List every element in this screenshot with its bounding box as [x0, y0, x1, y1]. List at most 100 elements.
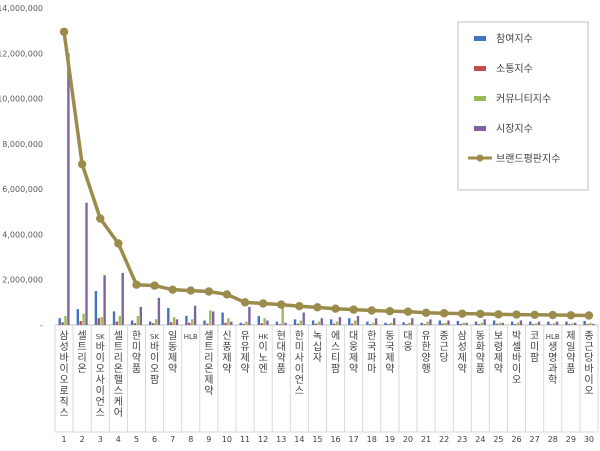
- category-label-28: HLB 생 명 과 학: [546, 333, 560, 386]
- legend-box: [457, 21, 589, 191]
- rank-label-22: 22: [439, 435, 449, 444]
- legend-swatch-3: [474, 96, 486, 101]
- rank-label-10: 10: [222, 435, 232, 444]
- rank-labels: 1 2 3 4 5 6 7 8 9 10 11 12 13 14 15 16 17 18 19 20 21 22 23 24 2…: [62, 435, 595, 444]
- bar-2-16: [332, 323, 336, 325]
- bar-3-21: [426, 321, 429, 325]
- bar-3-23: [462, 322, 465, 325]
- rank-label-13: 13: [276, 435, 286, 444]
- bar-4-26: [519, 320, 523, 325]
- bar-4-11: [248, 306, 251, 325]
- bar-2-27: [532, 324, 535, 325]
- y-tick-label: 8,000,000: [2, 140, 43, 149]
- bar-2-20: [405, 324, 408, 325]
- bar-4-27: [537, 321, 541, 325]
- bar-1-23: [456, 320, 460, 325]
- bar-4-1: [67, 53, 70, 326]
- legend-label-5: 브랜드평판지수: [496, 153, 560, 165]
- bar-3-29: [571, 323, 574, 325]
- bar-4-29: [574, 322, 577, 325]
- bar-2-12: [260, 323, 263, 325]
- rank-label-6: 6: [152, 435, 157, 444]
- line-point-30: [584, 311, 594, 320]
- y-tick-label: 12,000,000: [0, 49, 43, 58]
- category-label-3: SK 바 이 오 사 이 언 스: [96, 333, 106, 419]
- bar-1-19: [384, 322, 387, 325]
- bar-2-18: [369, 324, 372, 325]
- rank-label-17: 17: [349, 435, 359, 444]
- legend-swatch-1: [474, 36, 486, 41]
- line-point-15: [313, 303, 322, 312]
- bar-1-12: [257, 315, 260, 325]
- line-point-26: [512, 310, 521, 319]
- bar-3-4: [118, 315, 121, 325]
- rank-label-25: 25: [493, 435, 503, 444]
- line-point-3: [96, 214, 105, 223]
- bar-4-16: [338, 317, 342, 325]
- bar-3-26: [516, 322, 520, 325]
- bar-4-18: [374, 318, 378, 325]
- bar-1-15: [311, 320, 315, 325]
- bar-3-11: [245, 321, 248, 325]
- bar-2-8: [188, 322, 191, 325]
- legend-swatch-2: [474, 66, 486, 71]
- line-point-1: [59, 27, 69, 36]
- bar-2-13: [278, 324, 281, 325]
- bar-1-27: [529, 321, 532, 325]
- rank-label-16: 16: [330, 435, 340, 444]
- rank-label-2: 2: [80, 435, 85, 444]
- legend-label-2: 소통지수: [496, 63, 533, 75]
- bar-1-7: [167, 308, 170, 325]
- bar-2-22: [441, 323, 444, 325]
- bar-4-7: [175, 319, 179, 325]
- bar-3-14: [299, 320, 302, 325]
- bar-1-22: [438, 320, 441, 325]
- bar-3-5: [136, 315, 140, 325]
- bar-2-15: [314, 323, 318, 325]
- bars: [58, 53, 595, 326]
- rank-label-28: 28: [548, 435, 558, 444]
- line-point-27: [530, 310, 539, 320]
- rank-label-29: 29: [566, 435, 576, 444]
- bar-1-20: [402, 322, 405, 325]
- bar-2-11: [242, 323, 245, 325]
- bar-2-6: [151, 323, 155, 325]
- bar-4-19: [393, 318, 396, 325]
- rank-label-21: 21: [421, 435, 431, 444]
- bar-1-1: [58, 318, 61, 325]
- bar-3-12: [263, 318, 266, 325]
- bar-2-10: [224, 322, 227, 325]
- line-point-22: [439, 309, 449, 318]
- bar-3-9: [209, 310, 212, 325]
- rank-label-12: 12: [258, 435, 268, 444]
- category-label-8: HLB: [184, 333, 198, 341]
- bar-3-24: [480, 322, 483, 325]
- bar-4-13: [284, 322, 287, 325]
- bar-4-2: [85, 202, 88, 325]
- rank-label-11: 11: [240, 435, 250, 444]
- bar-2-28: [550, 324, 553, 325]
- category-labels: 삼 성 바 이 오 로 직 스 셀 트 리 온 SK 바 이 오 사 이 언 스 셀 트 리 온 헬 스 케 어 한 미 약 품 SK 바 이 오 팜 일…: [59, 330, 593, 419]
- bar-4-28: [555, 321, 559, 325]
- rank-label-4: 4: [116, 435, 121, 444]
- bar-1-8: [185, 315, 188, 325]
- bar-1-4: [112, 311, 116, 325]
- line-point-25: [494, 310, 503, 319]
- legend-label-3: 커뮤니티지수: [496, 93, 551, 105]
- bar-2-25: [495, 323, 499, 325]
